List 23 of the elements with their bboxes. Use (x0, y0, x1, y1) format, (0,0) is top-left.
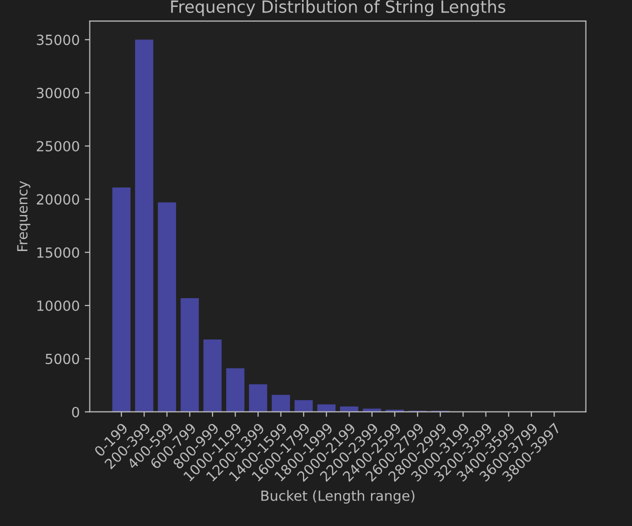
y-tick-label: 10000 (37, 300, 80, 311)
bar (317, 404, 336, 412)
bar (180, 298, 199, 412)
y-axis-title: Frequency (17, 180, 30, 251)
bar (112, 187, 131, 412)
bar (340, 406, 358, 412)
y-tick-label: 25000 (36, 140, 80, 152)
y-tick-label: 35000 (36, 34, 80, 46)
x-axis-title: Bucket (Length range) (261, 490, 414, 504)
bar (248, 384, 268, 412)
bar (226, 368, 244, 412)
y-tick-label: 15000 (37, 247, 80, 258)
y-tick-label: 30000 (36, 88, 80, 98)
bar (158, 202, 176, 412)
bar (135, 40, 154, 412)
bar (272, 394, 290, 412)
bar (294, 400, 313, 412)
y-tick-label: 20000 (36, 194, 80, 205)
bar (203, 340, 222, 412)
bar (362, 408, 382, 412)
y-tick-label: 5000 (46, 354, 80, 364)
y-tick-label: 0 (72, 406, 80, 418)
chart-title: Frequency Distribution of String Lengths (171, 0, 506, 16)
